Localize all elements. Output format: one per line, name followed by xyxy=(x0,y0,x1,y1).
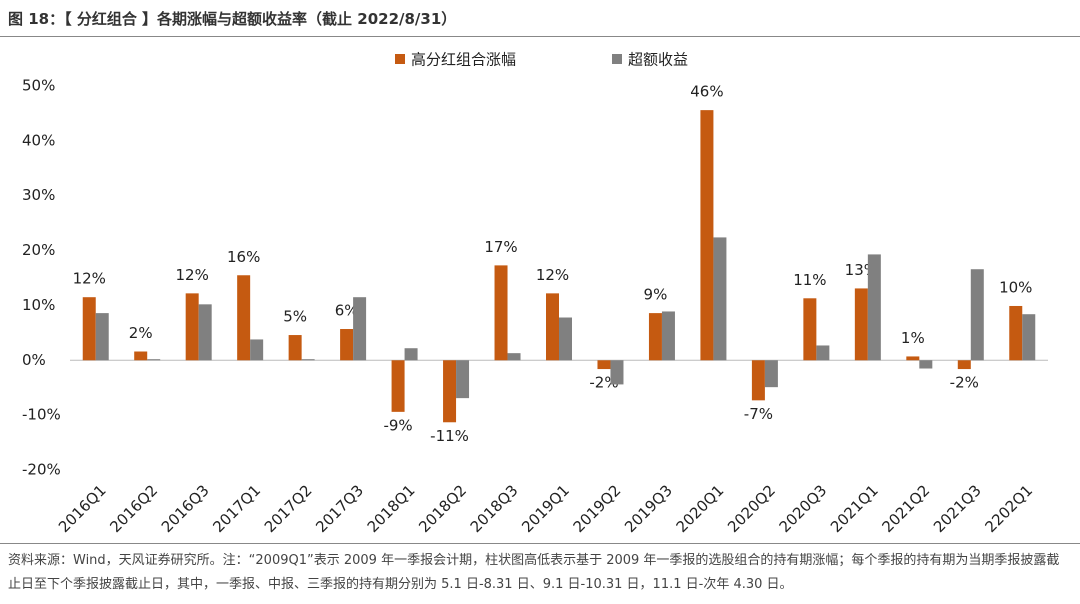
x-tick-label: 2020Q3 xyxy=(776,481,831,536)
bar xyxy=(906,356,920,361)
y-tick-label: -20% xyxy=(22,461,61,479)
source-note: 资料来源：Wind，天风证券研究所。注：“2009Q1”表示 2009 年一季报… xyxy=(8,553,1060,592)
x-tick-label: 2018Q2 xyxy=(415,481,470,536)
value-label: 12% xyxy=(73,270,106,288)
bar xyxy=(198,304,212,361)
bar xyxy=(301,359,315,361)
value-label: -2% xyxy=(950,374,979,392)
value-label: 10% xyxy=(999,278,1032,296)
x-tick-label: 2019Q2 xyxy=(570,481,625,536)
bar xyxy=(250,339,264,361)
legend-label: 高分红组合涨幅 xyxy=(411,51,516,69)
bar xyxy=(288,335,302,361)
y-tick-label: 30% xyxy=(22,186,55,204)
bar xyxy=(713,237,727,361)
value-label: 46% xyxy=(690,83,723,101)
bar xyxy=(391,360,405,412)
y-tick-label: -10% xyxy=(22,406,61,424)
x-tick-label: 2016Q3 xyxy=(158,481,213,536)
x-tick-label: 2020Q2 xyxy=(724,481,779,536)
value-label: -11% xyxy=(430,427,469,445)
y-tick-label: 0% xyxy=(22,351,46,369)
bar xyxy=(751,360,765,401)
bar xyxy=(134,351,148,361)
value-label: 17% xyxy=(484,238,517,256)
bar xyxy=(95,313,109,361)
value-label: 9% xyxy=(644,286,668,304)
bar xyxy=(610,360,624,385)
value-label: 2% xyxy=(129,324,153,342)
x-tick-label: 2018Q1 xyxy=(364,481,419,536)
x-tick-label: 2017Q1 xyxy=(209,481,264,536)
bar xyxy=(353,297,367,361)
y-tick-label: 40% xyxy=(22,131,55,149)
value-label: 12% xyxy=(176,266,209,284)
bar xyxy=(443,360,457,423)
x-tick-label: 2019Q1 xyxy=(518,481,573,536)
bar xyxy=(82,297,96,361)
bar xyxy=(546,293,559,361)
value-label: 12% xyxy=(536,266,569,284)
value-label: 16% xyxy=(227,248,260,266)
x-tick-label: 2019Q3 xyxy=(621,481,676,536)
value-label: -9% xyxy=(383,416,412,434)
bar xyxy=(1022,314,1036,361)
bar xyxy=(494,265,508,361)
value-label: -7% xyxy=(744,405,773,423)
x-tick-label: 2021Q1 xyxy=(827,481,882,536)
x-tick-label: 2017Q3 xyxy=(312,481,367,536)
x-tick-label: 2020Q1 xyxy=(673,481,728,536)
x-tick-label: 2021Q3 xyxy=(930,481,985,536)
bar xyxy=(919,360,933,369)
y-tick-label: 10% xyxy=(22,296,55,314)
bar xyxy=(597,360,611,370)
value-label: 5% xyxy=(283,308,307,326)
legend-swatch xyxy=(395,54,405,64)
bar xyxy=(404,348,418,361)
bar xyxy=(867,254,881,361)
x-tick-label: 2021Q2 xyxy=(879,481,934,536)
legend-label: 超额收益 xyxy=(628,51,688,69)
bar xyxy=(456,360,470,399)
figure-title: 图 18：【 分红组合 】各期涨幅与超额收益率（截止 2022/8/31） xyxy=(8,10,457,28)
bar xyxy=(661,311,675,361)
bar xyxy=(803,298,817,361)
bar xyxy=(648,313,662,361)
value-label: 6% xyxy=(335,302,359,320)
bar xyxy=(700,110,714,361)
rule xyxy=(0,543,1080,544)
legend-swatch xyxy=(612,54,622,64)
x-tick-label: 2202Q1 xyxy=(981,481,1036,536)
bar xyxy=(237,275,251,361)
bar xyxy=(507,353,521,361)
value-label: 1% xyxy=(901,329,925,347)
bar xyxy=(816,345,830,361)
bar xyxy=(764,360,778,388)
bar xyxy=(559,317,572,361)
chart: -20% -10% 0% 10% 20% 30% 40% 50% 高分红组合涨幅 超额收益 2016… xyxy=(22,51,1048,536)
y-tick-label: 20% xyxy=(22,241,55,259)
x-tick-label: 2017Q2 xyxy=(261,481,316,536)
bar xyxy=(1009,305,1023,361)
rule xyxy=(0,36,1080,37)
bar xyxy=(957,360,971,370)
x-tick-label: 2016Q2 xyxy=(106,481,161,536)
y-tick-label: 50% xyxy=(22,77,55,95)
x-tick-label: 2016Q1 xyxy=(55,481,110,536)
value-label: 11% xyxy=(793,271,826,289)
x-tick-label: 2018Q3 xyxy=(467,481,522,536)
bar xyxy=(147,359,161,361)
bar xyxy=(854,288,868,361)
bar xyxy=(970,269,984,361)
bar xyxy=(185,293,199,361)
bar xyxy=(340,329,354,361)
